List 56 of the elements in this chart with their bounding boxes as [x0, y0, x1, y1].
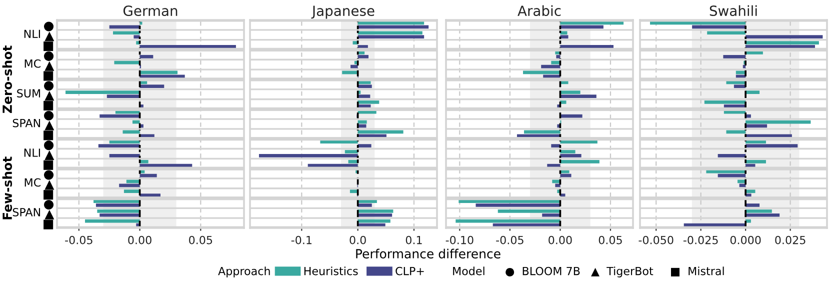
x-axis-title: Performance difference: [356, 248, 500, 258]
x-tick-label: 0.1: [406, 236, 422, 244]
x-tick-label: -0.05: [496, 236, 524, 244]
y-tick-label: ●: [44, 22, 54, 32]
y-tick-label: ●: [44, 140, 54, 150]
category-label: ■ Mistral: [671, 266, 724, 276]
y-tick-label: ▲: [44, 120, 54, 130]
text: Zero-shot: [2, 46, 12, 114]
text: SPAN: [12, 208, 40, 216]
x-tick-label: 0.025: [775, 236, 806, 244]
text: SPAN: [12, 118, 40, 128]
y-tick-label: ▲: [44, 91, 54, 101]
y-tick-label: ●: [44, 81, 54, 91]
text: SUM: [17, 89, 40, 98]
legend-title: Approach: [218, 266, 270, 278]
x-tick-label: 0.000: [730, 236, 761, 244]
y-tick-label: ■: [44, 41, 54, 52]
x-tick-label: 0.00: [128, 236, 152, 244]
category-label: ● BLOOM 7B: [506, 266, 580, 276]
y-tick-label: ▲: [44, 210, 54, 220]
y-tick-label: ●: [44, 200, 54, 210]
y-tick-label: ▲: [44, 61, 54, 71]
x-tick-label: 0.05: [598, 236, 622, 244]
y-tick-label: ▲: [44, 150, 54, 160]
text: Model: [453, 266, 484, 276]
x-tick-label: 0.00: [548, 236, 572, 244]
y-tick-label: ●: [44, 170, 54, 180]
y-tick-label: ▲: [44, 32, 54, 42]
y-tick-label: ■: [44, 160, 54, 170]
x-tick-label: 0.0: [350, 236, 366, 244]
y-tick-label: ■: [44, 130, 54, 140]
x-tick-label: -0.05: [65, 236, 92, 244]
chart-title: Swahili: [710, 5, 757, 16]
text: MC: [24, 178, 40, 187]
x-tick-label: -0.10: [446, 236, 474, 244]
y-tick-label: ■: [44, 220, 54, 230]
x-tick-label: 0.05: [189, 236, 212, 244]
y-tick-label: ●: [44, 110, 54, 120]
legend-label: Heuristics: [304, 266, 358, 276]
chart-title: German: [123, 6, 178, 16]
category-label: ▲ TigerBot: [591, 266, 654, 278]
text: Few-shot: [2, 156, 12, 220]
y-tick-label: ●: [44, 51, 54, 61]
y-tick-label: ■: [44, 71, 54, 81]
y-tick-label: ■: [44, 100, 54, 110]
x-tick-label: -0.1: [291, 236, 312, 244]
text: MC: [24, 59, 40, 68]
text: NLI: [24, 30, 40, 38]
y-tick-label: ■: [44, 190, 54, 200]
legend-label: CLP+: [396, 266, 424, 276]
chart-title: Arabic: [518, 5, 561, 16]
y-tick-label: ▲: [44, 180, 54, 190]
chart-title: Japanese: [311, 6, 374, 19]
x-tick-label: -0.050: [638, 236, 674, 244]
text: NLI: [24, 148, 40, 157]
x-tick-label: -0.025: [683, 236, 718, 244]
